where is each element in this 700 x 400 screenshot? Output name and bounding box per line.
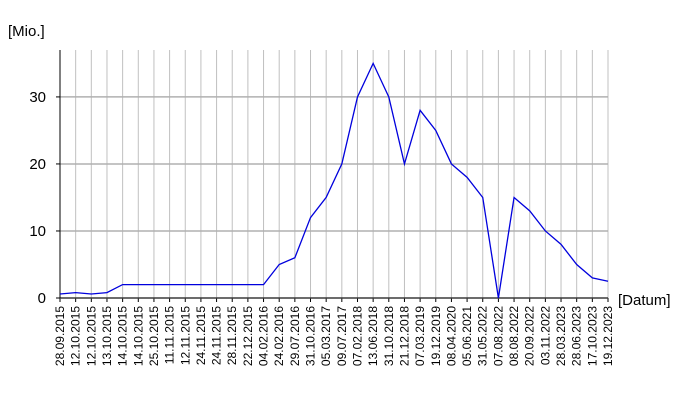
- x-tick-label: 05.03.2017: [319, 306, 333, 366]
- x-tick-label: 08.04.2020: [444, 306, 458, 366]
- y-tick-label: 20: [29, 156, 46, 173]
- x-tick-label: 25.10.2015: [147, 306, 161, 366]
- x-tick-label: 13.06.2018: [366, 306, 380, 366]
- y-tick-label: 10: [29, 223, 46, 240]
- x-tick-label: 31.10.2016: [304, 306, 318, 366]
- x-tick-label: 31.10.2018: [382, 306, 396, 366]
- x-tick-label: 28.06.2023: [570, 306, 584, 366]
- x-tick-label: 12.11.2015: [178, 306, 192, 365]
- y-axis-label: [Mio.]: [8, 23, 45, 40]
- x-tick-label: 28.09.2015: [53, 306, 67, 366]
- x-tick-label: 31.05.2022: [476, 306, 490, 366]
- x-tick-label: 24.02.2016: [272, 306, 286, 366]
- x-tick-label: 12.10.2015: [69, 306, 83, 366]
- x-tick-label: 13.10.2015: [100, 306, 114, 366]
- x-tick-label: 12.10.2015: [84, 306, 98, 366]
- x-tick-label: 21.12.2018: [397, 306, 411, 366]
- x-tick-label: 11.11.2015: [163, 306, 177, 365]
- x-axis-label: [Datum]: [618, 292, 671, 309]
- x-tick-label: 28.11.2015: [225, 306, 239, 365]
- x-tick-label: 19.12.2019: [429, 306, 443, 366]
- x-tick-label: 07.02.2018: [350, 306, 364, 366]
- x-tick-label: 14.10.2015: [131, 306, 145, 366]
- line: [59, 61, 609, 299]
- y-tick-label: 0: [38, 290, 46, 307]
- x-tick-label: 04.02.2016: [257, 306, 271, 366]
- x-tick-label: 29.07.2016: [288, 306, 302, 366]
- x-tick-label: 22.12.2015: [241, 306, 255, 366]
- x-tick-label: 24.11.2015: [194, 306, 208, 365]
- x-tick-label: 07.03.2019: [413, 306, 427, 366]
- x-tick-label: 09.07.2017: [335, 306, 349, 366]
- x-tick-label: 03.11.2022: [538, 306, 552, 365]
- y-tick-label: 30: [29, 89, 46, 106]
- x-tick-label: 08.08.2022: [507, 306, 521, 366]
- x-tick-label: 07.08.2022: [491, 306, 505, 366]
- x-tick-label: 24.11.2015: [210, 306, 224, 365]
- x-tick-label: 05.06.2021: [460, 306, 474, 366]
- x-tick-label: 28.03.2023: [554, 306, 568, 366]
- x-tick-label: 17.10.2023: [585, 306, 599, 366]
- x-tick-label: 19.12.2023: [601, 306, 615, 366]
- x-tick-label: 20.09.2022: [523, 306, 537, 366]
- x-tick-label: 14.10.2015: [116, 306, 130, 366]
